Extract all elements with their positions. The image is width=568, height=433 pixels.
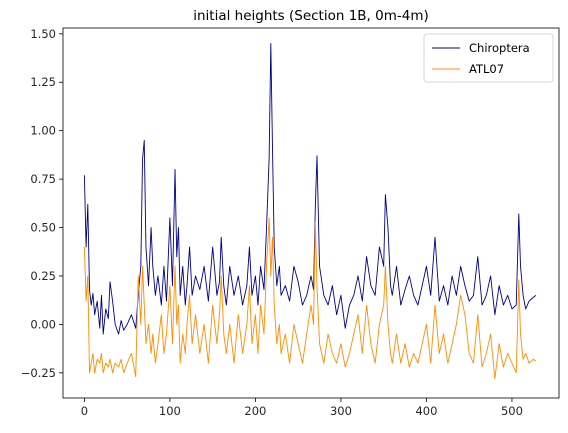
- y-tick-label: 0.25: [30, 269, 56, 283]
- y-tick-label: 0.50: [30, 221, 56, 235]
- series-layer: [83, 43, 537, 380]
- series-line-atl07: [83, 217, 537, 380]
- y-tick-label: 1.00: [30, 124, 56, 138]
- legend-label: Chiroptera: [469, 41, 530, 55]
- series-line-chiroptera: [83, 43, 537, 335]
- y-tick-label: 1.25: [30, 75, 56, 89]
- plot-frame: [62, 27, 560, 399]
- x-tick-label: 500: [501, 404, 523, 418]
- y-axis: −0.25 0.00 0.25 0.50 0.75 1.00 1.25 1.50: [21, 27, 63, 380]
- legend-label: ATL07: [469, 62, 504, 76]
- legend-box: [423, 33, 554, 83]
- y-tick-label: 0.00: [30, 317, 56, 331]
- x-tick-label: 300: [330, 404, 352, 418]
- y-tick-label: 0.75: [30, 172, 56, 186]
- x-tick-label: 400: [415, 404, 437, 418]
- legend: Chiroptera ATL07: [423, 33, 554, 83]
- chart-title: initial heights (Section 1B, 0m-4m): [193, 8, 429, 24]
- y-tick-label: −0.25: [21, 366, 56, 380]
- y-tick-label: 1.50: [30, 27, 56, 41]
- x-tick-label: 100: [159, 404, 181, 418]
- x-tick-label: 0: [81, 404, 88, 418]
- x-tick-label: 200: [244, 404, 266, 418]
- x-axis: 0 100 200 300 400 500: [81, 398, 523, 418]
